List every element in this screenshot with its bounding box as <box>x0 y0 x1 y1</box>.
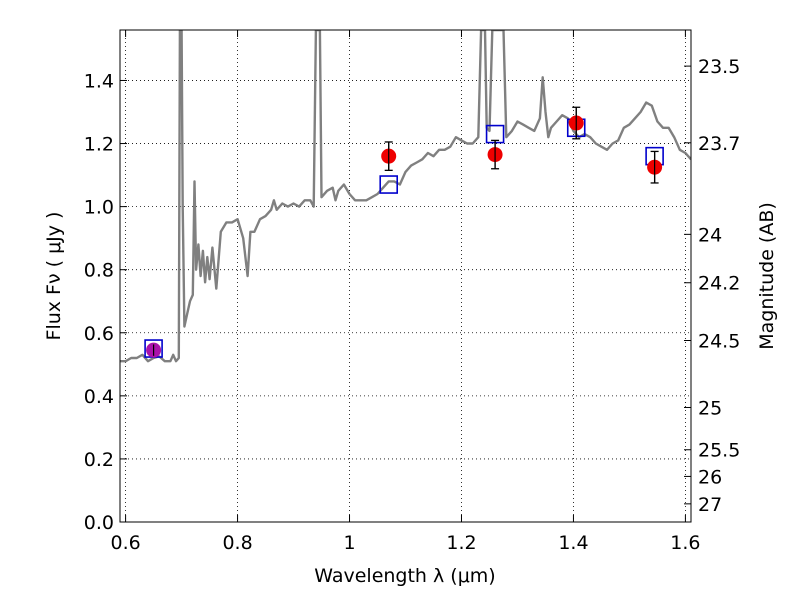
y-tick-label: 1.0 <box>84 197 114 219</box>
x-tick-label: 1.6 <box>670 532 700 554</box>
y-axis-label: Flux Fν ( μJy ) <box>43 212 65 341</box>
x-tick-label: 1.2 <box>446 532 476 554</box>
x-tick-label: 1.4 <box>558 532 588 554</box>
right-axis-label: Magnitude (AB) <box>756 202 778 350</box>
x-tick-label: 0.8 <box>222 532 252 554</box>
mag-tick-label: 23.5 <box>698 56 740 78</box>
y-tick-label: 1.2 <box>84 134 114 156</box>
ticks: 0.6 0.8 1 1.2 1.4 1.6 0.0 0.2 0.4 0.6 0.8 1.0 1.2 1.4… <box>84 30 740 554</box>
x-tick-label: 1 <box>343 532 355 554</box>
mag-tick-label: 25 <box>698 397 722 419</box>
mag-tick-label: 23.7 <box>698 133 740 155</box>
plot-frame <box>119 29 692 523</box>
x-axis-label: Wavelength λ (μm) <box>314 565 495 587</box>
mag-tick-label: 25.5 <box>698 440 740 462</box>
y-tick-label: 0.0 <box>84 512 114 534</box>
y-tick-label: 0.4 <box>84 386 114 408</box>
y-tick-label: 0.6 <box>84 323 114 345</box>
x-tick-label: 0.6 <box>110 532 140 554</box>
mag-tick-label: 26 <box>698 466 722 488</box>
mag-tick-label: 24.5 <box>698 331 740 353</box>
mag-tick-label: 24 <box>698 224 722 246</box>
mag-tick-label: 24.2 <box>698 273 740 295</box>
model-photometry-square <box>379 175 399 194</box>
y-tick-label: 1.4 <box>84 70 114 92</box>
marker-layer <box>144 106 664 358</box>
mag-tick-label: 27 <box>698 494 722 516</box>
y-tick-label: 0.8 <box>84 260 114 282</box>
y-tick-label: 0.2 <box>84 449 114 471</box>
